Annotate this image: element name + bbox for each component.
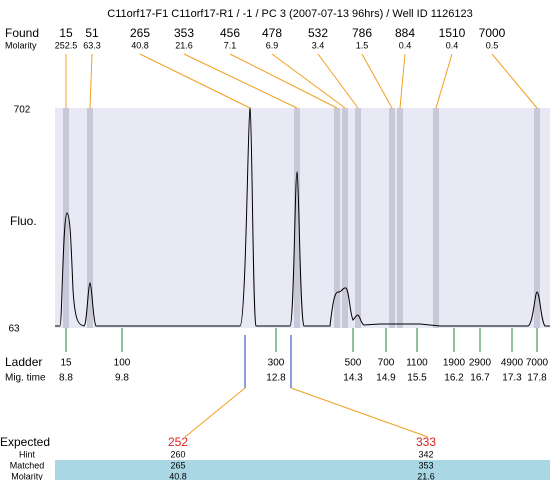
ladder-size: 15 (60, 358, 72, 369)
expected-size: 333 (416, 435, 436, 449)
ladder-size: 100 (114, 358, 131, 369)
peak-connector (229, 53, 338, 109)
peak-connector (183, 53, 298, 109)
expected-size: 252 (168, 435, 188, 449)
found-size: 7000 (479, 26, 506, 40)
mig-time: 14.9 (376, 373, 396, 384)
found-size: 478 (262, 26, 282, 40)
peak-band (397, 108, 403, 328)
mig-time: 8.8 (59, 373, 73, 384)
matched-bg (55, 460, 550, 480)
ladder-size: 4900 (501, 358, 524, 369)
found-molarity: 252.5 (55, 40, 78, 50)
peak-band (389, 108, 395, 328)
peak-band (355, 108, 361, 328)
found-molarity: 6.9 (266, 40, 279, 50)
ladder-size: 300 (268, 358, 285, 369)
ladder-size: 1100 (406, 358, 428, 369)
mig-time: 9.8 (115, 373, 129, 384)
mig-time: 16.2 (444, 373, 464, 384)
peak-band (433, 108, 439, 328)
peak-connector (491, 53, 538, 109)
peak-band (334, 108, 340, 328)
matched-molarity: 21.6 (417, 471, 435, 480)
ladder-size: 500 (345, 358, 362, 369)
peak-connector (435, 53, 453, 109)
found-size: 532 (308, 26, 328, 40)
mig-time: 16.7 (470, 373, 490, 384)
found-label: Found (5, 26, 39, 40)
peak-band (87, 108, 93, 328)
molarity-label: Molarity (5, 40, 37, 50)
found-molarity: 0.4 (399, 40, 412, 50)
mig-time: 14.3 (343, 373, 363, 384)
peak-connector (89, 53, 93, 109)
found-molarity: 0.5 (486, 40, 499, 50)
y-min: 63 (8, 324, 20, 335)
ladder-size: 700 (378, 358, 395, 369)
mig-time: 17.3 (502, 373, 522, 384)
y-label: Fluo. (10, 214, 37, 228)
ladder-size: 1900 (443, 358, 466, 369)
matched-label: Matched (10, 460, 45, 470)
mig-label: Mig. time (5, 373, 46, 384)
matched-molarity: 40.8 (169, 471, 187, 480)
peak-band (294, 108, 300, 328)
found-molarity: 7.1 (224, 40, 237, 50)
matched: 353 (418, 460, 433, 470)
expected-label: Expected (0, 435, 50, 449)
peak-connector (361, 53, 393, 109)
found-molarity: 3.4 (312, 40, 325, 50)
mig-time: 12.8 (266, 373, 286, 384)
found-size: 353 (174, 26, 194, 40)
found-molarity: 0.4 (446, 40, 459, 50)
peak-connector (271, 53, 346, 109)
title: C11orf17-F1 C11orf17-R1 / -1 / PC 3 (200… (107, 8, 472, 20)
hint: 342 (418, 449, 433, 459)
found-molarity: 21.6 (175, 40, 193, 50)
found-size: 51 (85, 26, 99, 40)
found-size: 15 (59, 26, 73, 40)
peak-connector (139, 53, 251, 109)
found-molarity: 63.3 (83, 40, 101, 50)
matched: 265 (170, 460, 185, 470)
hint: 260 (170, 449, 185, 459)
hint-label: Hint (19, 449, 36, 459)
ladder-label: Ladder (5, 355, 42, 369)
y-max: 702 (14, 105, 31, 116)
peak-connector (317, 53, 359, 109)
found-molarity: 1.5 (356, 40, 369, 50)
found-size: 1510 (439, 26, 466, 40)
mig-time: 15.5 (407, 373, 427, 384)
connector (184, 387, 246, 438)
ladder-size: 7000 (526, 358, 549, 369)
connector (290, 387, 429, 438)
found-size: 456 (220, 26, 240, 40)
ladder-size: 2900 (469, 358, 492, 369)
peak-connector (399, 53, 406, 109)
found-size: 265 (130, 26, 150, 40)
molarity-label: Molarity (11, 471, 43, 480)
peak-band (342, 108, 348, 328)
mig-time: 17.8 (527, 373, 547, 384)
trace (55, 107, 550, 327)
found-size: 786 (352, 26, 372, 40)
peak-band (534, 108, 540, 328)
found-molarity: 40.8 (131, 40, 149, 50)
found-size: 884 (395, 26, 415, 40)
plot-area (55, 108, 550, 328)
